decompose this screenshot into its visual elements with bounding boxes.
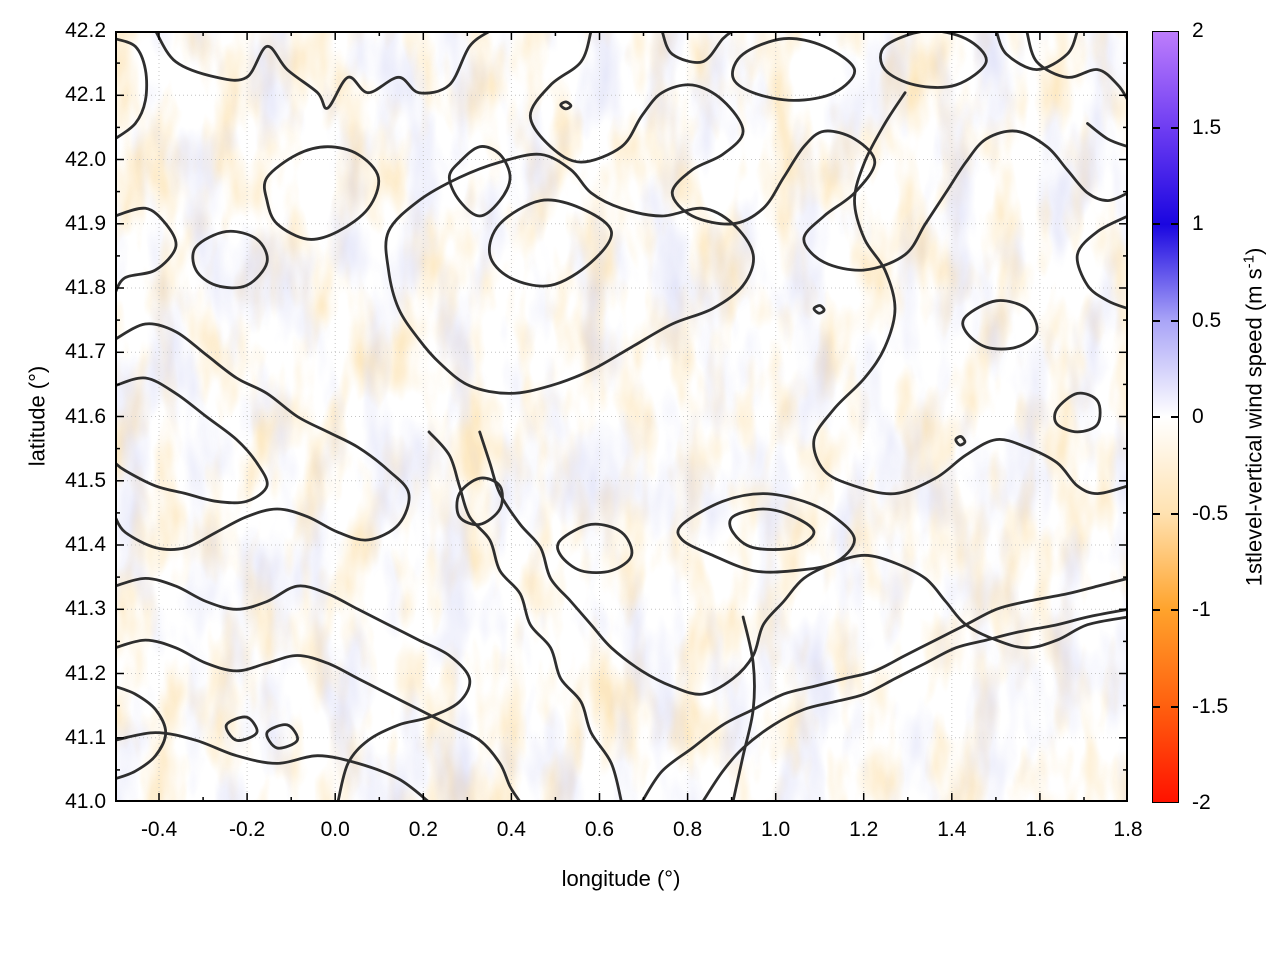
terrain-contour-lines: [115, 31, 1128, 802]
y-tick-label: 41.5: [65, 468, 106, 492]
x-tick-label: 0.4: [496, 818, 526, 841]
colorbar-tick-mark: [1153, 126, 1160, 129]
x-tick-label: 0.8: [672, 818, 703, 841]
x-axis-label: longitude (°): [561, 866, 681, 891]
x-tick-label: 1.8: [1113, 818, 1143, 841]
colorbar-tick-mark: [1171, 416, 1178, 418]
grid-lines: [115, 31, 1128, 802]
colorbar-tick-mark: [1171, 512, 1178, 515]
colorbar-tick-mark: [1171, 126, 1178, 129]
colorbar-label-close: ): [1241, 247, 1267, 256]
colorbar-tick-label: 0: [1192, 405, 1204, 428]
y-tick-label: 41.9: [65, 211, 106, 235]
colorbar-tick-label: 2: [1192, 19, 1204, 42]
x-tick-label: -0.4: [140, 818, 178, 841]
colorbar-tick-mark: [1153, 705, 1160, 708]
x-tick-label: 1.6: [1025, 818, 1055, 841]
plot-area: [115, 31, 1128, 802]
colorbar-tick-mark: [1153, 609, 1160, 611]
y-tick-label: 41.1: [65, 725, 106, 749]
x-tick-label: 1.2: [849, 818, 879, 841]
colorbar-tick-mark: [1153, 223, 1160, 225]
y-tick-label: 41.3: [65, 597, 106, 621]
colorbar-label-text: 1stlevel-vertical wind speed (m s: [1241, 268, 1267, 587]
colorbar-tick-mark: [1153, 416, 1160, 418]
y-tick-label: 42.0: [65, 147, 106, 171]
y-tick-label: 42.1: [65, 83, 106, 107]
y-tick-label: 41.8: [65, 276, 106, 299]
y-tick-label: 41.7: [65, 340, 106, 364]
y-tick-label: 41.0: [65, 790, 106, 813]
x-tick-label: -0.2: [229, 818, 266, 841]
plot-border: [115, 31, 1128, 802]
colorbar-tick-mark: [1171, 319, 1178, 322]
colorbar-tick-label: 1.5: [1192, 115, 1222, 139]
colorbar-tick-label: 1: [1192, 212, 1204, 235]
colorbar-tick-label: -2: [1192, 791, 1211, 814]
colorbar-tick-mark: [1171, 609, 1178, 611]
colorbar-tick-mark: [1153, 319, 1160, 322]
y-axis-label: latitude (°): [24, 365, 50, 467]
colorbar-label-superscript: -1: [1240, 255, 1258, 269]
colorbar-tick-label: 0.5: [1192, 308, 1222, 332]
y-tick-label: 42.2: [65, 19, 106, 42]
colorbar-tick-label: -0.5: [1192, 501, 1229, 525]
colorbar-tick-mark: [1171, 705, 1178, 708]
y-tick-label: 41.4: [65, 533, 106, 556]
colorbar-label: 1stlevel-vertical wind speed (m s-1): [1240, 248, 1267, 587]
colorbar-tick-mark: [1153, 512, 1160, 515]
x-tick-label: 1.4: [937, 818, 967, 841]
y-tick-label: 41.6: [65, 404, 106, 428]
colorbar-tick-label: -1.5: [1192, 694, 1229, 718]
x-tick-label: 0.6: [584, 818, 615, 841]
map-canvas: [115, 31, 1128, 802]
colorbar-tick-mark: [1171, 223, 1178, 225]
y-tick-label: 41.2: [65, 661, 106, 685]
x-tick-label: 0.0: [320, 818, 350, 841]
x-tick-label: 1.0: [761, 818, 791, 841]
colorbar-tick-label: -1: [1192, 598, 1211, 621]
x-tick-label: 0.2: [408, 818, 438, 841]
